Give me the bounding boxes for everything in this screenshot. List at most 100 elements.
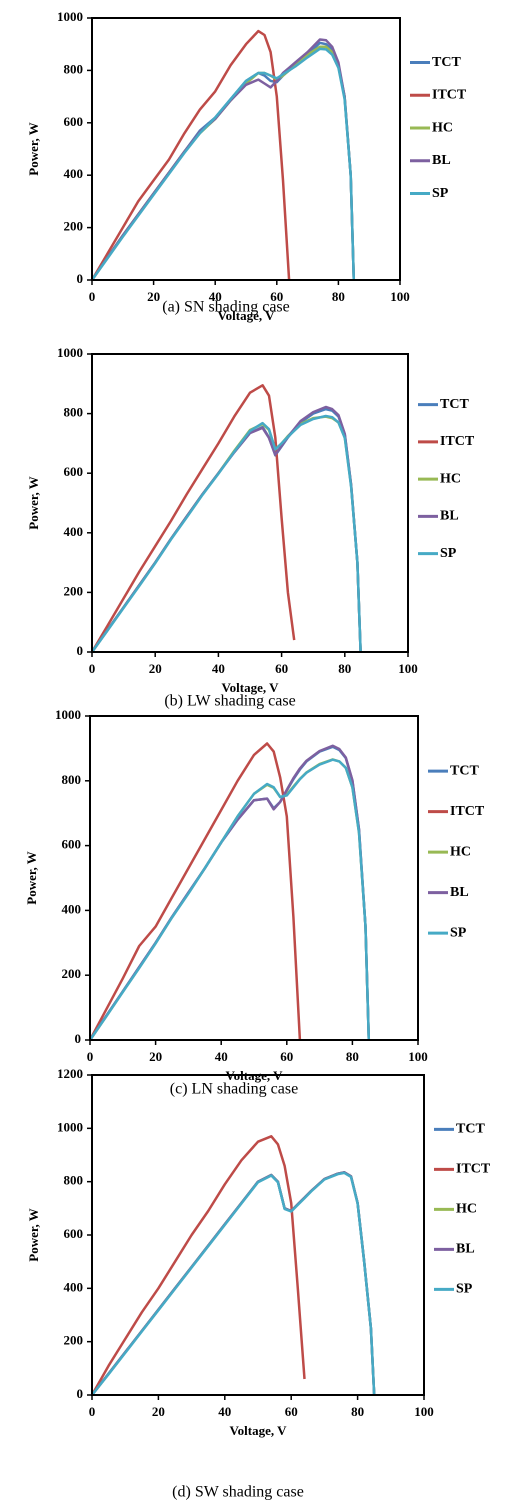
series-line	[88, 758, 371, 1041]
y-tick-label: 400	[64, 1279, 84, 1294]
legend-label: SP	[450, 925, 467, 940]
series-line	[90, 38, 356, 281]
x-tick-label: 80	[338, 661, 351, 676]
series-line	[90, 405, 362, 653]
x-tick-label: 40	[209, 289, 222, 304]
plot-frame	[89, 715, 419, 1041]
x-tick-label: 60	[285, 1404, 298, 1419]
legend-label: BL	[456, 1242, 475, 1257]
series-line	[91, 1171, 376, 1396]
x-tick-label: 0	[89, 289, 96, 304]
legend-label: BL	[450, 885, 469, 900]
x-tick-label: 80	[346, 1049, 359, 1064]
x-tick-label: 100	[398, 661, 418, 676]
y-axis-label: Power, W	[24, 851, 39, 904]
legend-label: TCT	[440, 397, 469, 412]
legend-label: TCT	[456, 1122, 485, 1137]
x-tick-label: 20	[152, 1404, 165, 1419]
y-tick-label: 600	[62, 837, 82, 852]
legend-label: HC	[456, 1202, 477, 1217]
caption: (a) SN shading case	[162, 299, 290, 316]
y-tick-label: 600	[64, 1226, 84, 1241]
x-tick-label: 80	[351, 1404, 364, 1419]
y-tick-label: 600	[64, 114, 84, 129]
legend-label: SP	[456, 1282, 473, 1297]
series-line	[90, 414, 362, 653]
legend-label: BL	[432, 153, 451, 168]
series-line	[88, 744, 371, 1041]
y-tick-label: 200	[64, 1333, 84, 1348]
y-tick-label: 1000	[55, 707, 81, 722]
legend-label: HC	[432, 120, 453, 135]
x-tick-label: 20	[149, 1049, 162, 1064]
series-line	[90, 1135, 306, 1396]
y-tick-label: 200	[62, 966, 82, 981]
x-tick-label: 100	[390, 289, 410, 304]
series-line	[91, 1171, 376, 1396]
x-tick-label: 60	[275, 661, 288, 676]
y-tick-label: 1000	[57, 1119, 83, 1134]
y-tick-label: 800	[64, 1173, 84, 1188]
x-tick-label: 40	[212, 661, 225, 676]
x-tick-label: 100	[414, 1404, 434, 1419]
y-tick-label: 800	[64, 405, 84, 420]
caption: (d) SW shading case	[172, 1484, 304, 1501]
y-tick-label: 0	[77, 643, 84, 658]
legend-label: HC	[450, 844, 471, 859]
legend-label: TCT	[432, 55, 461, 70]
y-tick-label: 400	[62, 901, 82, 916]
y-tick-label: 200	[64, 583, 84, 598]
series-line	[88, 742, 302, 1041]
y-tick-label: 600	[64, 464, 84, 479]
legend-label: ITCT	[432, 88, 467, 103]
plot-frame	[91, 17, 401, 281]
legend-label: SP	[440, 546, 457, 561]
x-tick-label: 20	[149, 661, 162, 676]
legend-label: ITCT	[456, 1162, 491, 1177]
y-tick-label: 1000	[57, 9, 83, 24]
caption: (b) LW shading case	[164, 693, 295, 710]
x-tick-label: 40	[218, 1404, 231, 1419]
series-line	[90, 415, 362, 653]
series-line	[90, 384, 296, 653]
x-axis-label: Voltage, V	[229, 1423, 287, 1438]
x-axis-label: Voltage, V	[217, 308, 275, 323]
y-axis-label: Power, W	[26, 1208, 41, 1261]
x-tick-label: 60	[280, 1049, 293, 1064]
legend-label: BL	[440, 509, 459, 524]
series-line	[91, 1171, 376, 1396]
legend-label: HC	[440, 471, 461, 486]
series-line	[90, 47, 356, 281]
series-line	[90, 29, 291, 281]
y-tick-label: 0	[77, 1386, 84, 1401]
y-tick-label: 1000	[57, 345, 83, 360]
caption: (c) LN shading case	[170, 1081, 298, 1098]
x-tick-label: 0	[87, 1049, 94, 1064]
x-tick-label: 0	[89, 1404, 96, 1419]
series-line	[90, 407, 362, 653]
x-axis-label: Voltage, V	[221, 680, 279, 695]
series-line	[90, 45, 356, 281]
series-line	[88, 745, 371, 1041]
x-tick-label: 20	[147, 289, 160, 304]
x-tick-label: 100	[408, 1049, 428, 1064]
legend-label: TCT	[450, 763, 479, 778]
legend-label: ITCT	[450, 804, 485, 819]
y-axis-label: Power, W	[26, 476, 41, 529]
x-tick-label: 80	[332, 289, 345, 304]
x-tick-label: 0	[89, 661, 96, 676]
y-tick-label: 0	[75, 1031, 82, 1046]
x-tick-label: 40	[215, 1049, 228, 1064]
y-tick-label: 800	[64, 61, 84, 76]
plot-frame	[91, 353, 409, 653]
y-tick-label: 400	[64, 524, 84, 539]
legend-label: SP	[432, 186, 449, 201]
y-tick-label: 400	[64, 166, 84, 181]
series-line	[88, 758, 371, 1041]
legend-label: ITCT	[440, 434, 475, 449]
y-tick-label: 800	[62, 772, 82, 787]
y-axis-label: Power, W	[26, 122, 41, 175]
series-line	[91, 1171, 376, 1396]
